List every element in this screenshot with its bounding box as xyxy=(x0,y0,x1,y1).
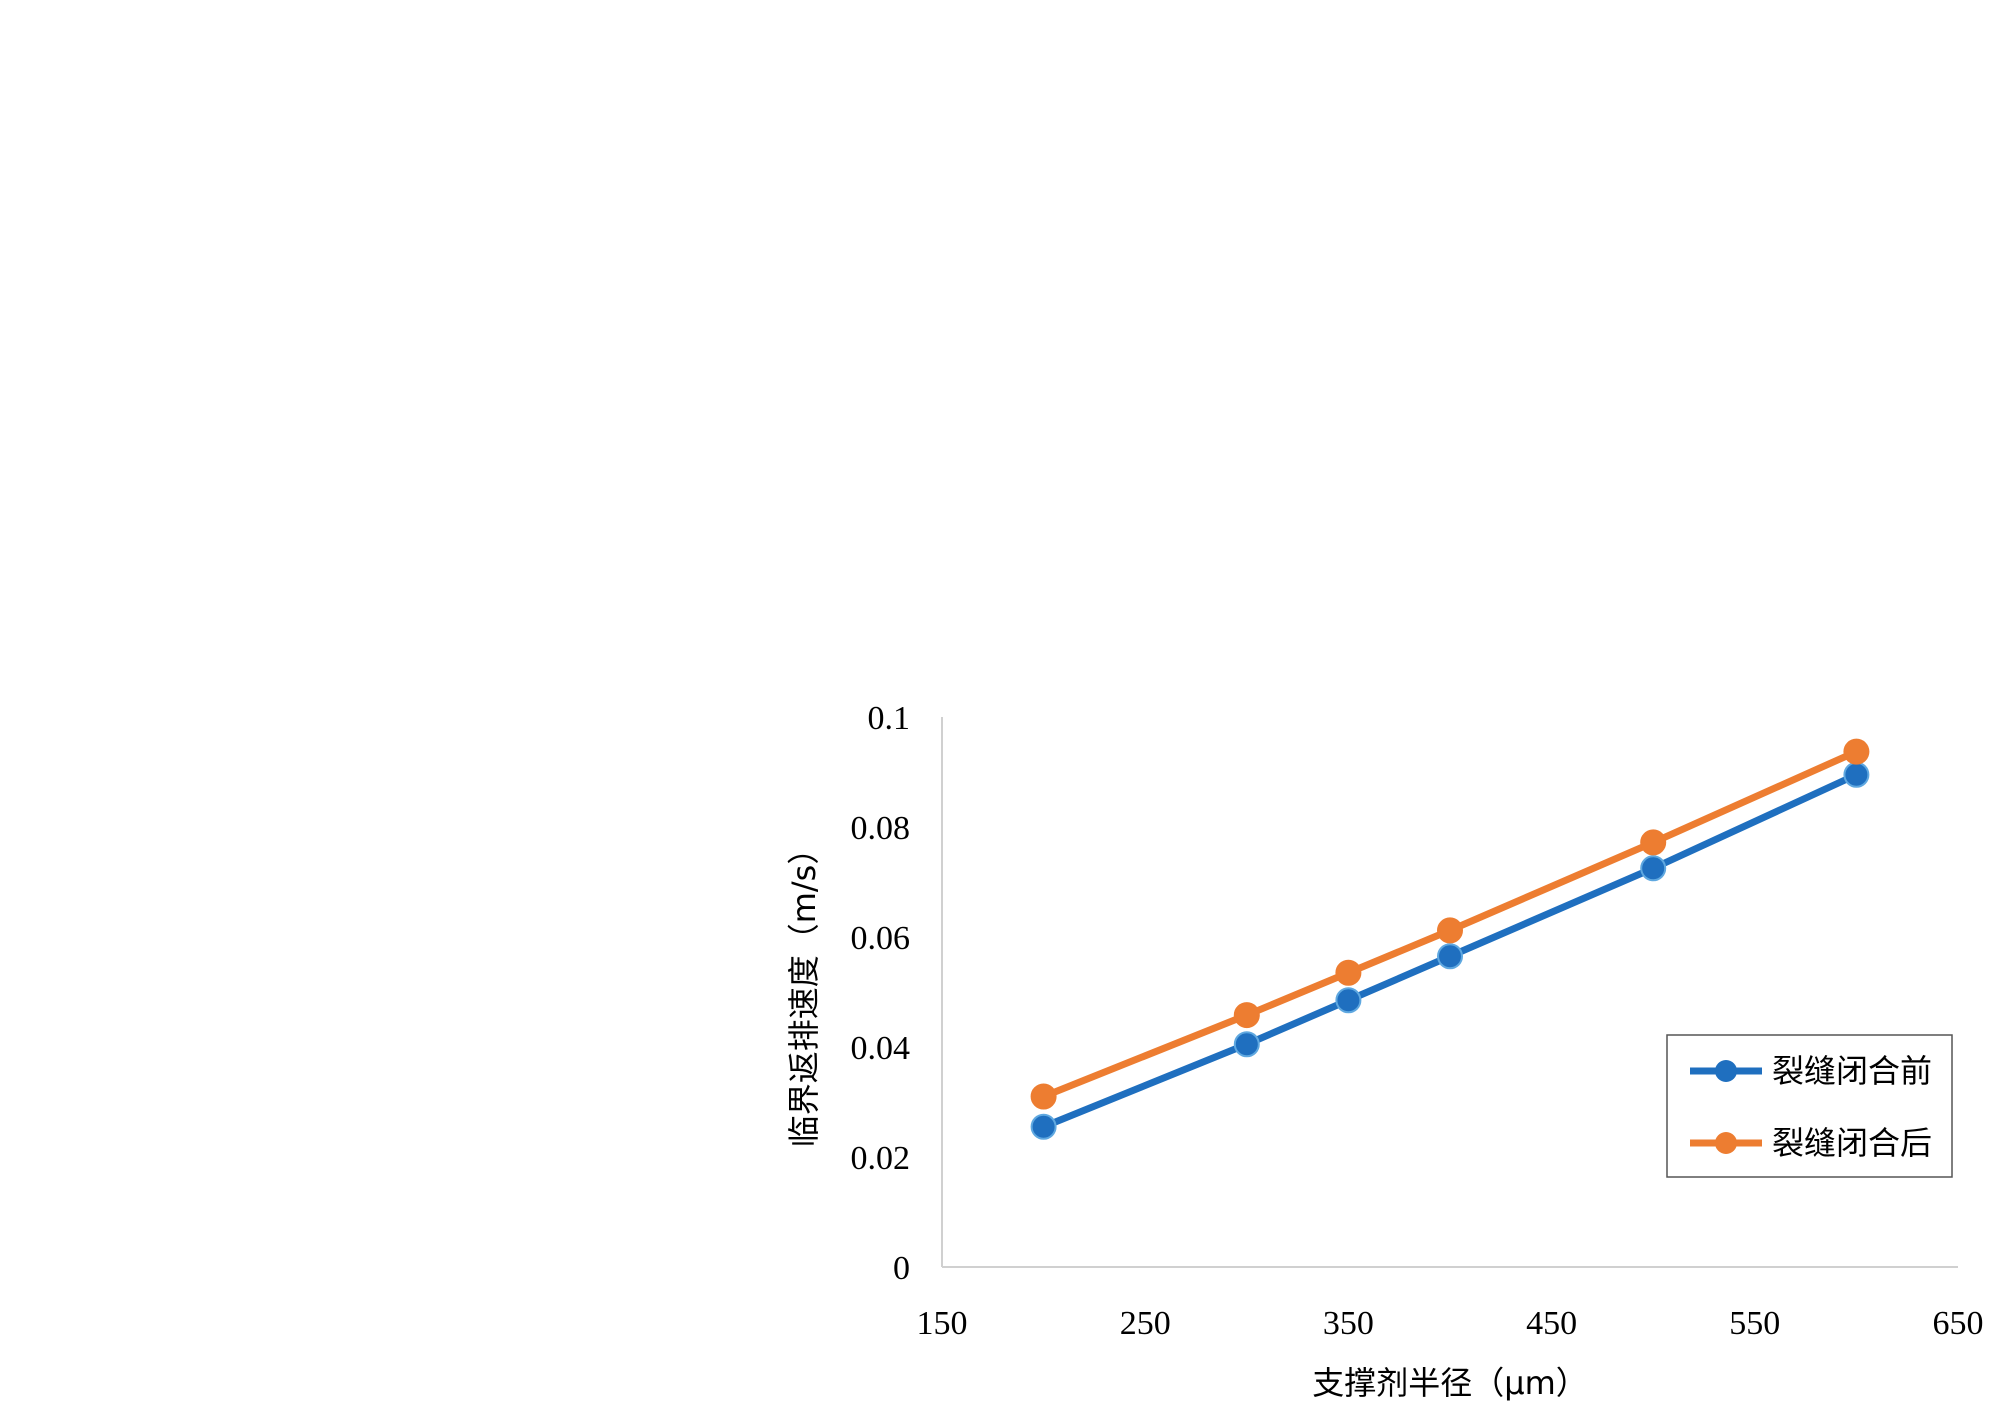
data-point xyxy=(1030,1113,1057,1140)
series-layer xyxy=(1030,738,1870,1140)
series-2 xyxy=(1030,738,1870,1110)
series-line xyxy=(1040,748,1860,1100)
data-point xyxy=(1335,987,1362,1014)
x-tick-labels: 150 250 350 450 550 650 xyxy=(917,1305,1984,1342)
legend-label: 裂缝闭合前 xyxy=(1772,1052,1932,1090)
legend-label: 裂缝闭合后 xyxy=(1772,1124,1932,1162)
x-tick-label: 150 xyxy=(917,1305,968,1342)
x-tick-label: 250 xyxy=(1120,1305,1171,1342)
legend-item: 裂缝闭合前 xyxy=(1690,1052,1932,1090)
series-1 xyxy=(1030,761,1870,1140)
legend-box xyxy=(1666,1034,1953,1178)
data-point xyxy=(1640,829,1667,856)
data-point xyxy=(1843,738,1870,765)
data-point xyxy=(1437,917,1463,944)
data-point xyxy=(1335,959,1362,986)
legend-swatch-marker xyxy=(1715,1060,1737,1082)
series-line xyxy=(1040,771,1860,1131)
legend-swatch-marker xyxy=(1715,1132,1737,1154)
x-tick-label: 450 xyxy=(1526,1305,1577,1342)
data-point xyxy=(1233,1031,1260,1058)
y-tick-labels: 0 0.02 0.04 0.06 0.08 0.1 xyxy=(851,700,911,1287)
axes xyxy=(941,717,1958,1268)
y-tick-label: 0.06 xyxy=(851,920,911,957)
y-axis-title: 临界返排速度（m/s） xyxy=(785,833,823,1148)
y-tick-label: 0.02 xyxy=(851,1140,911,1177)
y-tick-label: 0.04 xyxy=(851,1030,911,1067)
x-axis-title: 支撑剂半径（μm） xyxy=(1312,1364,1588,1402)
y-tick-label: 0 xyxy=(893,1250,910,1287)
x-tick-label: 350 xyxy=(1323,1305,1374,1342)
data-point xyxy=(1233,1002,1260,1029)
x-tick-label: 550 xyxy=(1729,1305,1780,1342)
legend-item: 裂缝闭合后 xyxy=(1690,1124,1932,1162)
y-tick-label: 0.08 xyxy=(851,810,911,847)
y-tick-label: 0.1 xyxy=(868,700,911,737)
x-tick-label: 650 xyxy=(1933,1305,1984,1342)
data-point xyxy=(1843,761,1870,788)
data-point xyxy=(1030,1083,1057,1110)
data-point xyxy=(1640,855,1667,882)
data-point xyxy=(1437,943,1463,970)
